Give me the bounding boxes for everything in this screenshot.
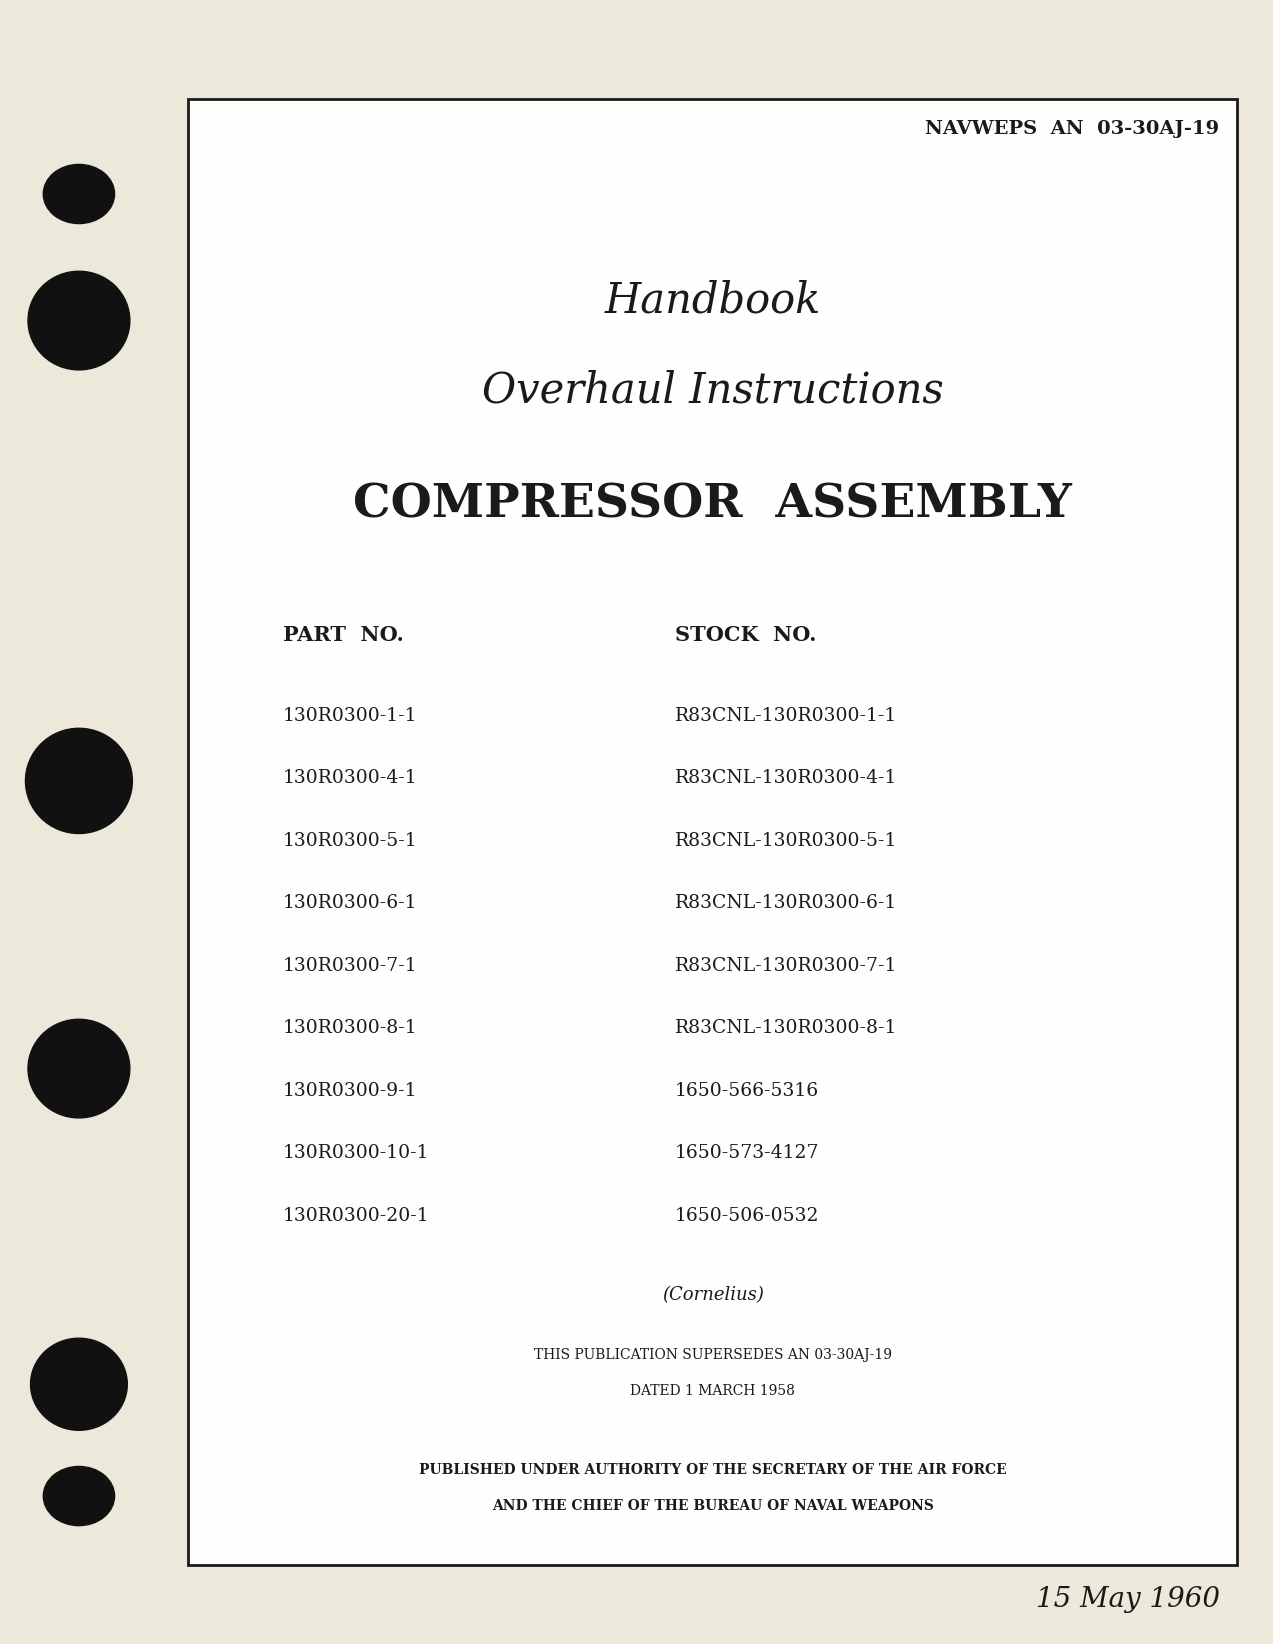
Ellipse shape [28, 271, 130, 370]
Text: R83CNL-130R0300-1-1: R83CNL-130R0300-1-1 [675, 707, 897, 725]
Text: DATED 1 MARCH 1958: DATED 1 MARCH 1958 [630, 1384, 796, 1399]
Ellipse shape [28, 1019, 130, 1118]
Text: 130R0300-20-1: 130R0300-20-1 [283, 1207, 429, 1225]
Text: R83CNL-130R0300-7-1: R83CNL-130R0300-7-1 [675, 957, 897, 975]
Ellipse shape [31, 1338, 127, 1430]
Text: R83CNL-130R0300-5-1: R83CNL-130R0300-5-1 [675, 832, 897, 850]
Ellipse shape [43, 164, 115, 224]
Text: THIS PUBLICATION SUPERSEDES AN 03-30AJ-19: THIS PUBLICATION SUPERSEDES AN 03-30AJ-1… [533, 1348, 892, 1363]
Bar [188, 99, 1237, 1565]
Text: 130R0300-8-1: 130R0300-8-1 [283, 1019, 418, 1037]
Text: PUBLISHED UNDER AUTHORITY OF THE SECRETARY OF THE AIR FORCE: PUBLISHED UNDER AUTHORITY OF THE SECRETA… [419, 1463, 1007, 1478]
Text: 1650-566-5316: 1650-566-5316 [675, 1082, 819, 1100]
Ellipse shape [43, 1466, 115, 1526]
Text: Overhaul Instructions: Overhaul Instructions [482, 370, 943, 413]
Text: 130R0300-7-1: 130R0300-7-1 [283, 957, 418, 975]
Text: 130R0300-9-1: 130R0300-9-1 [283, 1082, 418, 1100]
Text: R83CNL-130R0300-6-1: R83CNL-130R0300-6-1 [675, 894, 897, 912]
Text: (Cornelius): (Cornelius) [662, 1286, 764, 1304]
Text: 130R0300-6-1: 130R0300-6-1 [283, 894, 418, 912]
Ellipse shape [25, 728, 132, 834]
Text: 1650-573-4127: 1650-573-4127 [675, 1144, 820, 1162]
Text: COMPRESSOR  ASSEMBLY: COMPRESSOR ASSEMBLY [354, 482, 1072, 528]
Text: 130R0300-4-1: 130R0300-4-1 [283, 769, 418, 787]
Text: STOCK  NO.: STOCK NO. [675, 625, 816, 644]
Text: 1650-506-0532: 1650-506-0532 [675, 1207, 820, 1225]
Text: AND THE CHIEF OF THE BUREAU OF NAVAL WEAPONS: AND THE CHIEF OF THE BUREAU OF NAVAL WEA… [491, 1499, 934, 1514]
Text: NAVWEPS  AN  03-30AJ-19: NAVWEPS AN 03-30AJ-19 [925, 120, 1220, 138]
Text: 130R0300-10-1: 130R0300-10-1 [283, 1144, 429, 1162]
Text: Handbook: Handbook [605, 279, 821, 322]
Text: PART  NO.: PART NO. [283, 625, 404, 644]
Text: 130R0300-5-1: 130R0300-5-1 [283, 832, 418, 850]
Text: 130R0300-1-1: 130R0300-1-1 [283, 707, 418, 725]
Text: R83CNL-130R0300-8-1: R83CNL-130R0300-8-1 [675, 1019, 897, 1037]
Text: 15 May 1960: 15 May 1960 [1035, 1586, 1220, 1613]
Text: R83CNL-130R0300-4-1: R83CNL-130R0300-4-1 [675, 769, 897, 787]
